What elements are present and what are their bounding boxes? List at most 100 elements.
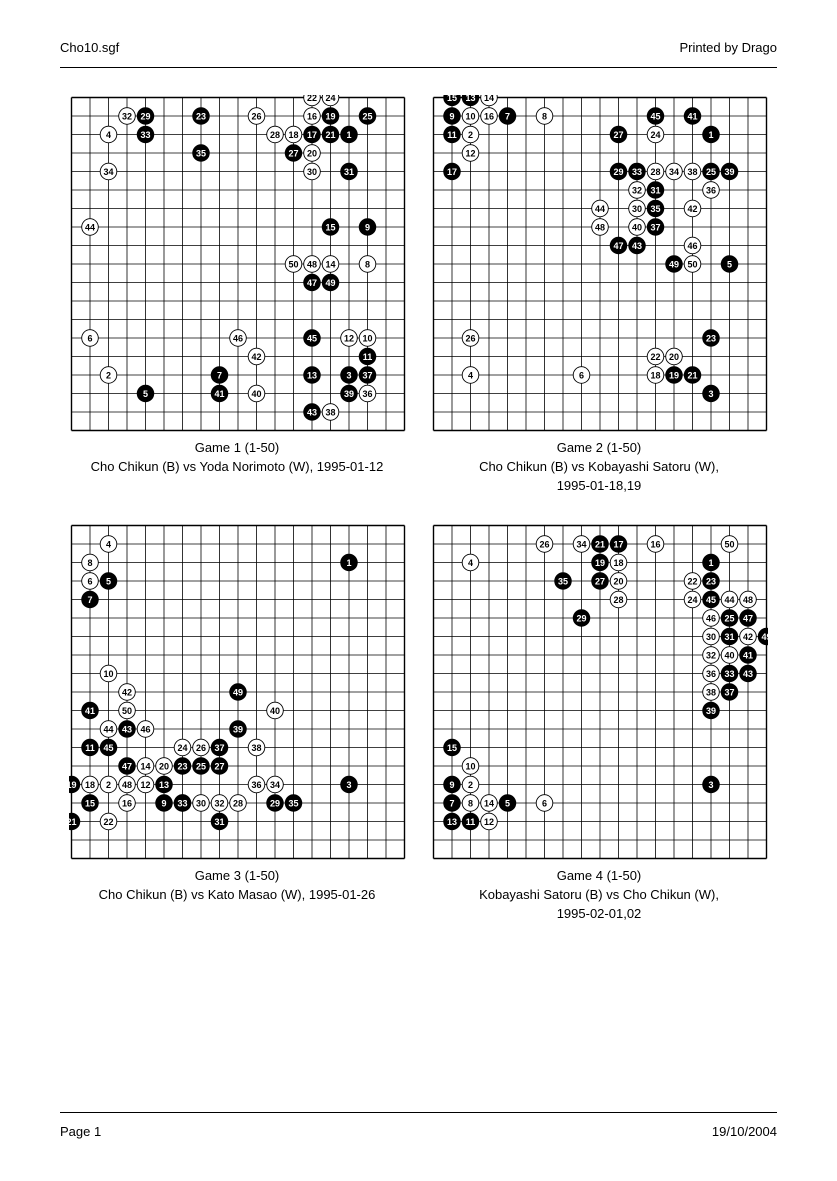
move-number-40: 40 bbox=[270, 706, 280, 716]
game-1-diagram: 12 34567891011121314151617181920212223242… bbox=[70, 95, 406, 432]
game-1-caption: Game 1 (1-50) Cho Chikun (B) vs Yoda Nor… bbox=[57, 438, 417, 476]
move-number-46: 46 bbox=[706, 613, 716, 623]
move-number-23: 23 bbox=[196, 111, 206, 121]
stone-move-40: 40 bbox=[720, 646, 739, 664]
board-grid bbox=[432, 96, 768, 432]
stone-move-47: 47 bbox=[303, 273, 321, 292]
move-number-15: 15 bbox=[447, 743, 457, 753]
stone-move-15: 15 bbox=[443, 95, 461, 107]
move-number-18: 18 bbox=[288, 130, 298, 140]
stone-move-2: 2 bbox=[461, 125, 480, 144]
move-number-2: 2 bbox=[468, 780, 473, 790]
move-number-40: 40 bbox=[724, 650, 734, 660]
stone-move-26: 26 bbox=[535, 535, 554, 553]
move-number-14: 14 bbox=[484, 95, 494, 103]
move-number-26: 26 bbox=[251, 111, 261, 121]
move-number-4: 4 bbox=[106, 539, 111, 549]
stone-move-2: 2 bbox=[99, 366, 118, 384]
move-number-22: 22 bbox=[103, 817, 113, 827]
stone-move-15: 15 bbox=[321, 218, 340, 236]
stone-move-37: 37 bbox=[210, 738, 229, 757]
stone-move-45: 45 bbox=[702, 590, 720, 609]
move-number-15: 15 bbox=[85, 798, 95, 808]
move-number-38: 38 bbox=[687, 167, 697, 177]
move-number-50: 50 bbox=[288, 259, 298, 269]
stone-move-26: 26 bbox=[247, 107, 266, 125]
stone-move-32: 32 bbox=[118, 107, 136, 125]
move-number-39: 39 bbox=[344, 389, 354, 399]
move-number-2: 2 bbox=[106, 780, 111, 790]
move-number-23: 23 bbox=[706, 333, 716, 343]
stone-move-45: 45 bbox=[303, 329, 321, 347]
move-number-29: 29 bbox=[576, 613, 586, 623]
move-number-38: 38 bbox=[251, 743, 261, 753]
move-number-41: 41 bbox=[85, 706, 95, 716]
stone-move-12: 12 bbox=[136, 775, 155, 794]
stone-move-10: 10 bbox=[461, 107, 480, 125]
move-number-19: 19 bbox=[669, 370, 679, 380]
stone-move-15: 15 bbox=[443, 738, 461, 757]
stone-move-23: 23 bbox=[192, 107, 210, 125]
stone-move-20: 20 bbox=[665, 347, 683, 366]
move-number-5: 5 bbox=[106, 576, 111, 586]
move-number-16: 16 bbox=[122, 798, 132, 808]
header-printed-by: Printed by Drago bbox=[679, 40, 777, 55]
stone-move-11: 11 bbox=[443, 125, 461, 144]
stone-move-39: 39 bbox=[340, 384, 358, 403]
stone-move-43: 43 bbox=[303, 403, 321, 421]
stone-move-36: 36 bbox=[702, 181, 720, 199]
move-number-14: 14 bbox=[325, 259, 335, 269]
move-number-6: 6 bbox=[87, 333, 92, 343]
move-number-27: 27 bbox=[613, 130, 623, 140]
move-number-7: 7 bbox=[87, 595, 92, 605]
move-number-49: 49 bbox=[761, 632, 768, 642]
move-number-11: 11 bbox=[466, 817, 476, 827]
stone-move-45: 45 bbox=[99, 738, 118, 757]
move-number-5: 5 bbox=[143, 389, 148, 399]
move-number-37: 37 bbox=[724, 687, 734, 697]
stone-move-35: 35 bbox=[192, 144, 210, 162]
move-number-29: 29 bbox=[613, 167, 623, 177]
stone-move-23: 23 bbox=[702, 329, 720, 347]
stone-move-21: 21 bbox=[321, 125, 340, 144]
move-number-50: 50 bbox=[724, 539, 734, 549]
stone-move-3: 3 bbox=[340, 366, 358, 384]
stone-move-20: 20 bbox=[155, 757, 173, 775]
stone-move-6: 6 bbox=[572, 366, 591, 384]
move-number-3: 3 bbox=[708, 780, 713, 790]
stone-move-33: 33 bbox=[136, 125, 155, 144]
move-number-10: 10 bbox=[465, 761, 475, 771]
move-number-48: 48 bbox=[307, 259, 317, 269]
stone-move-49: 49 bbox=[757, 627, 768, 646]
stone-move-4: 4 bbox=[461, 553, 480, 572]
stone-move-13: 13 bbox=[155, 775, 173, 794]
stone-move-6: 6 bbox=[535, 794, 554, 812]
game-4-board: 1 2 3 4 5 6 7 8 9 10 11 12 13 14 15 16 17 18 19 20 21 22 23 24 2… bbox=[431, 523, 768, 860]
move-number-19: 19 bbox=[595, 558, 605, 568]
move-number-31: 31 bbox=[724, 632, 734, 642]
stone-move-16: 16 bbox=[303, 107, 321, 125]
stone-move-30: 30 bbox=[303, 162, 321, 181]
footer-rule bbox=[60, 1112, 777, 1113]
move-number-1: 1 bbox=[708, 558, 713, 568]
stone-move-12: 12 bbox=[461, 144, 480, 162]
stone-move-5: 5 bbox=[99, 572, 118, 590]
stone-move-35: 35 bbox=[284, 794, 303, 812]
stone-move-37: 37 bbox=[358, 366, 377, 384]
stone-move-47: 47 bbox=[609, 236, 628, 255]
move-number-12: 12 bbox=[484, 817, 494, 827]
stone-move-48: 48 bbox=[591, 218, 609, 236]
move-number-14: 14 bbox=[484, 798, 494, 808]
stone-move-36: 36 bbox=[702, 664, 720, 683]
move-number-22: 22 bbox=[650, 352, 660, 362]
stone-move-41: 41 bbox=[739, 646, 757, 664]
stone-move-26: 26 bbox=[461, 329, 480, 347]
game-2-title: Game 2 (1-50) bbox=[556, 440, 642, 455]
stone-move-8: 8 bbox=[535, 107, 554, 125]
move-number-46: 46 bbox=[140, 724, 150, 734]
move-number-33: 33 bbox=[140, 130, 150, 140]
move-number-11: 11 bbox=[447, 130, 457, 140]
stone-move-49: 49 bbox=[321, 273, 340, 292]
stone-move-11: 11 bbox=[461, 812, 480, 831]
